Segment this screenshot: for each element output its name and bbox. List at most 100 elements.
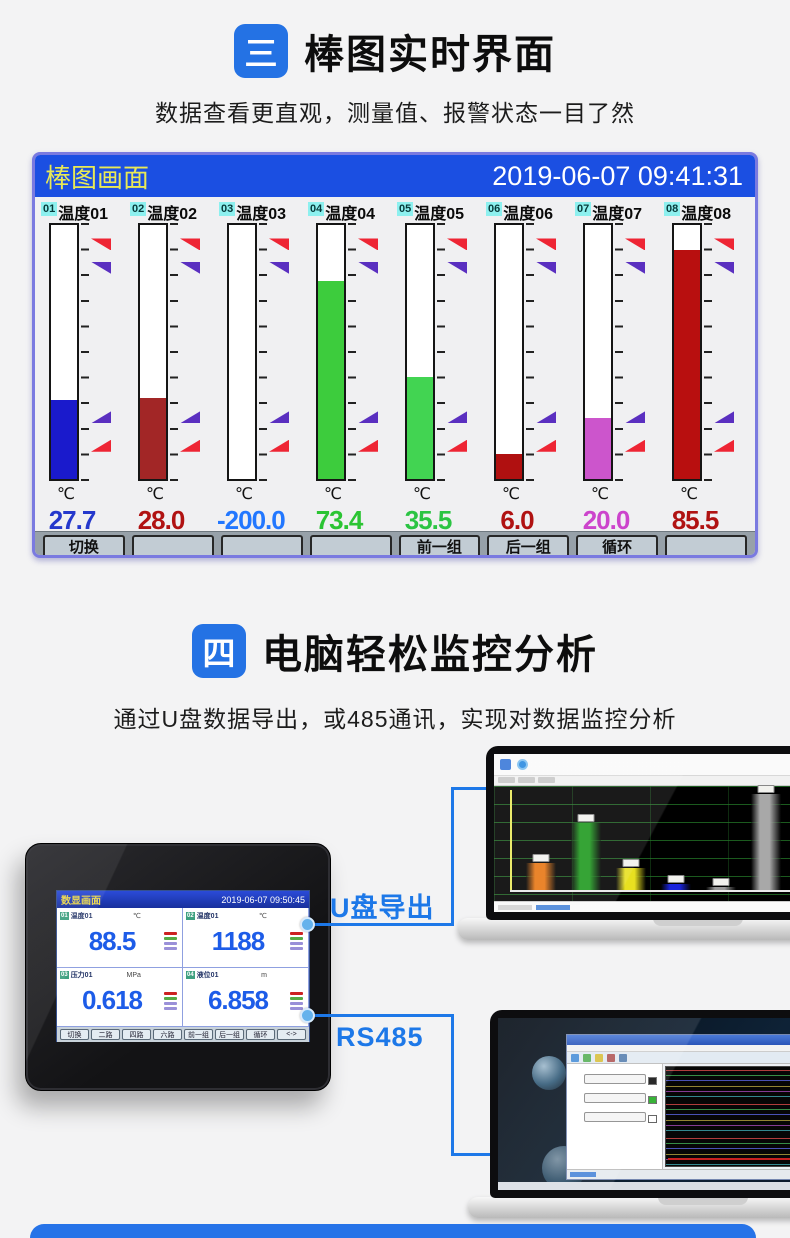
alarm-high-marker-icon xyxy=(447,261,467,274)
channel-unit: ℃ xyxy=(57,486,75,503)
screen-button[interactable]: 后一组 xyxy=(487,535,570,555)
channel-header: 02 温度02 xyxy=(128,200,217,223)
bar-fill xyxy=(51,400,77,479)
cell-value: 88.5 xyxy=(88,925,137,956)
recorder-button[interactable]: 四路 xyxy=(122,1029,151,1040)
chart-bar xyxy=(526,862,556,890)
bargraph-datetime: 2019-06-07 09:41:31 xyxy=(492,160,743,191)
window-bottom-tabs xyxy=(494,901,790,912)
alarm-low-low-marker-icon xyxy=(358,439,378,452)
alarm-low-marker-icon xyxy=(447,411,467,424)
alarm-low-low-marker-icon xyxy=(625,439,645,452)
bar-channel: 08 温度08 ℃ 85.5 xyxy=(662,200,751,535)
bar-channel: 07 温度07 ℃ 20.0 xyxy=(573,200,662,535)
cell-unit: ℃ xyxy=(133,912,141,920)
usb-export-label: U盘导出 xyxy=(330,893,435,923)
toolbar-icon[interactable] xyxy=(607,1053,615,1062)
screen-button[interactable]: 切换 xyxy=(43,535,125,555)
channel-value: -200.0 xyxy=(217,505,286,535)
bar-scale-ticks xyxy=(437,223,445,481)
channel-header: 08 温度08 xyxy=(662,200,751,223)
recorder-screen: 数显画面 2019-06-07 09:50:45 01 温度01 ℃ 88.5 xyxy=(56,890,310,1042)
bar-meter xyxy=(395,223,484,481)
alarm-high-marker-icon xyxy=(358,261,378,274)
panel-button[interactable] xyxy=(583,1074,657,1085)
channel-header: 07 温度07 xyxy=(573,200,662,223)
screen-button[interactable]: 前一组 xyxy=(398,535,481,555)
rs485-connector-line xyxy=(310,1014,454,1017)
alarm-indicator-stripes-icon xyxy=(290,991,303,1010)
bar-tube xyxy=(49,223,79,481)
channel-number-badge: 02 xyxy=(130,202,147,216)
laptop-bezel xyxy=(486,746,790,920)
channel-unit: ℃ xyxy=(591,486,609,503)
alarm-low-marker-icon xyxy=(536,411,556,424)
chart-bar xyxy=(661,883,691,890)
channel-number-badge: 06 xyxy=(486,202,503,216)
cell-label: 温度01 xyxy=(196,912,219,920)
screen-button[interactable] xyxy=(309,535,392,555)
toolbar-icon[interactable] xyxy=(595,1053,603,1062)
monitoring-software-window xyxy=(566,1034,790,1180)
alarm-high-marker-icon xyxy=(180,261,200,274)
bar-meter xyxy=(484,223,573,481)
recorder-button[interactable]: 六路 xyxy=(153,1029,182,1040)
save-icon[interactable] xyxy=(500,759,511,770)
alarm-high-high-marker-icon xyxy=(91,238,111,251)
laptop-screen xyxy=(494,754,790,912)
bar-tube xyxy=(494,223,524,481)
screen-button[interactable] xyxy=(665,535,747,555)
cell-unit: ℃ xyxy=(259,912,267,920)
bargraph-titlebar: 棒图画面 2019-06-07 09:41:31 xyxy=(35,155,755,197)
bar-meter xyxy=(573,223,662,481)
alarm-indicator-stripes-icon xyxy=(164,991,177,1010)
toolbar-icon[interactable] xyxy=(571,1053,579,1062)
recorder-button[interactable]: 后一组 xyxy=(215,1029,244,1040)
channel-value: 73.4 xyxy=(315,505,364,535)
panel-button[interactable] xyxy=(583,1112,657,1123)
channel-label: 温度04 xyxy=(325,206,376,223)
alarm-low-marker-icon xyxy=(625,411,645,424)
usb-connector-dot-icon xyxy=(300,917,315,932)
trend-curve-area xyxy=(665,1066,790,1167)
screen-button[interactable] xyxy=(131,535,214,555)
channel-number-badge: 07 xyxy=(575,202,592,216)
bar-scale-ticks xyxy=(615,223,623,481)
bar-scale-ticks xyxy=(526,223,534,481)
channel-label: 温度03 xyxy=(236,206,287,223)
alarm-indicator-stripes-icon xyxy=(290,932,303,950)
section4-header: 四 电脑轻松监控分析 xyxy=(0,622,790,680)
screen-button[interactable]: 循环 xyxy=(576,535,659,555)
screen-button[interactable] xyxy=(220,535,303,555)
chart-bar xyxy=(751,794,781,890)
recorder-button[interactable]: 切换 xyxy=(60,1029,89,1040)
cell-number-badge: 02 xyxy=(186,911,195,920)
next-section-band xyxy=(30,1224,756,1238)
channel-header: 03 温度03 xyxy=(217,200,306,223)
recorder-button[interactable]: 二路 xyxy=(91,1029,120,1040)
channel-label: 温度01 xyxy=(58,206,109,223)
section4-subtitle: 通过U盘数据导出，或485通讯，实现对数据监控分析 xyxy=(113,706,677,732)
recorder-button[interactable]: <-> xyxy=(277,1029,306,1040)
alarm-high-marker-icon xyxy=(536,261,556,274)
run-icon[interactable] xyxy=(517,759,528,770)
toolbar-icon[interactable] xyxy=(583,1053,591,1062)
recorder-value-cell: 03 压力01 MPa 0.618 xyxy=(57,967,183,1027)
rs485-connector-line xyxy=(451,1014,454,1156)
cell-value: 0.618 xyxy=(81,985,143,1015)
bar-fill xyxy=(585,418,611,479)
cell-label: 温度01 xyxy=(70,912,93,920)
channel-value: 85.5 xyxy=(671,505,720,535)
toolbar-icon[interactable] xyxy=(619,1053,627,1062)
channel-label: 温度07 xyxy=(592,206,643,223)
channel-header: 04 温度04 xyxy=(306,200,395,223)
desktop-taskbar xyxy=(498,1182,790,1190)
recorder-button[interactable]: 前一组 xyxy=(184,1029,213,1040)
channel-header: 05 温度05 xyxy=(395,200,484,223)
panel-button[interactable] xyxy=(583,1093,657,1104)
recorder-button[interactable]: 循环 xyxy=(246,1029,275,1040)
channel-unit: ℃ xyxy=(235,486,253,503)
section4-title: 电脑轻松监控分析 xyxy=(262,633,598,677)
bar-channel: 05 温度05 ℃ 35.5 xyxy=(395,200,484,535)
